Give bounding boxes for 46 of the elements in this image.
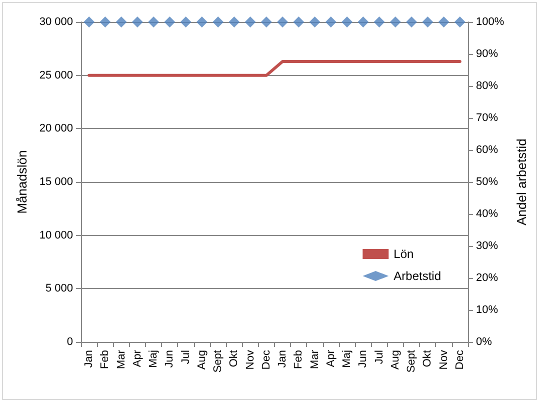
y2-tick-label: 0% (476, 336, 492, 348)
x-tick-label: Mar (115, 350, 128, 369)
y2-tick-label: 60% (476, 144, 498, 156)
x-tick-label: Maj (148, 350, 160, 368)
y2-tick-label: 10% (476, 304, 498, 316)
x-tick-label: Nov (244, 350, 256, 370)
x-tick-label: Apr (131, 350, 144, 368)
x-tick-label: Jun (164, 350, 176, 368)
x-tick-label: Sept (212, 350, 224, 373)
x-tick-label: Feb (292, 350, 305, 369)
x-tick-label: Nov (438, 350, 450, 370)
y2-tick-label: 90% (476, 48, 498, 60)
x-tick-label: Sept (406, 350, 418, 373)
x-tick-label: Jul (373, 350, 386, 364)
y2-axis-title: Andel arbetstid (514, 138, 529, 226)
x-tick-label: Dec (454, 350, 466, 370)
x-tick-label: Jan (83, 350, 96, 368)
y2-tick-label: 70% (476, 112, 498, 124)
y-tick-label: 25 000 (39, 69, 73, 82)
y-tick-label: 20 000 (39, 122, 73, 135)
x-tick-label: Aug (389, 350, 402, 370)
x-tick-label: Jul (180, 350, 192, 364)
x-tick-label: Jan (276, 350, 289, 368)
y-tick-label: 0 (66, 336, 73, 348)
x-tick-label: Apr (324, 350, 337, 368)
y2-tick-label: 50% (476, 176, 498, 188)
x-tick-label: Okt (228, 350, 240, 368)
x-tick-label: Feb (99, 350, 112, 369)
y-tick-label: 15 000 (39, 176, 73, 188)
y-tick-label: 10 000 (39, 229, 73, 242)
legend-label: Lön (394, 247, 414, 261)
y-tick-label: 5 000 (45, 282, 73, 295)
y2-tick-label: 30% (476, 240, 498, 252)
x-tick-label: Aug (196, 350, 208, 370)
y2-tick-label: 100% (476, 16, 504, 28)
y2-tick-label: 20% (476, 272, 498, 284)
legend-label: Arbetstid (394, 269, 442, 283)
x-tick-label: Dec (260, 350, 272, 370)
y2-tick-label: 40% (476, 208, 498, 220)
y-tick-label: 30 000 (39, 16, 73, 28)
y-axis-title: Månadslön (14, 150, 30, 214)
x-tick-label: Mar (308, 350, 321, 369)
x-tick-label: Okt (422, 350, 434, 368)
x-tick-label: Jun (357, 350, 370, 368)
x-tick-label: Maj (341, 350, 354, 368)
y2-tick-label: 80% (476, 80, 498, 92)
